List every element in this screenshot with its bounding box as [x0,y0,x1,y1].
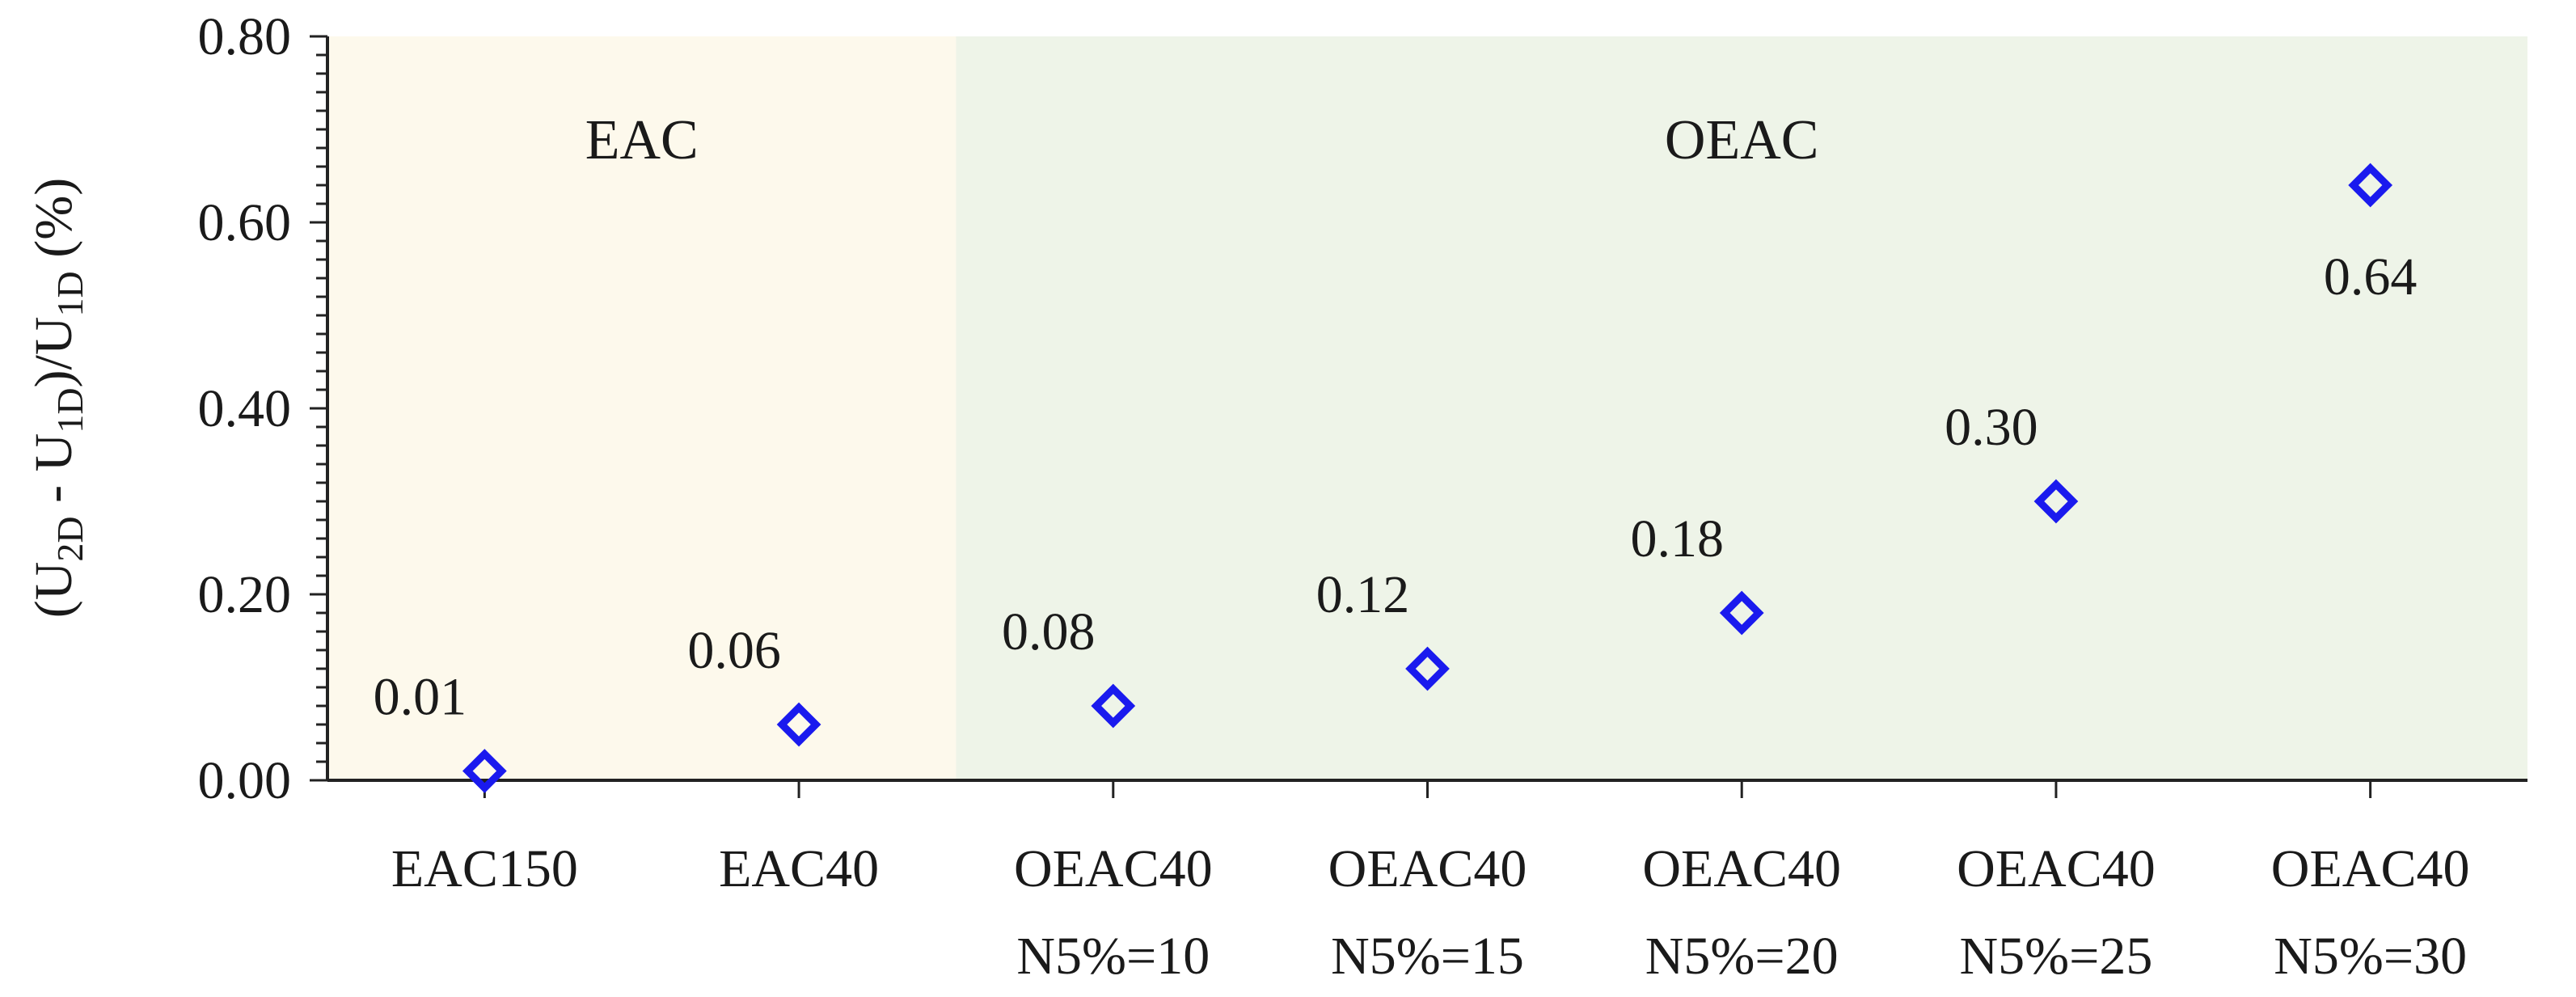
y-tick-label: 0.20 [198,565,292,624]
data-point [2348,163,2393,208]
x-category-label: N5%=15 [1331,927,1524,986]
x-axis-categories: EAC150 EAC40 OEAC40 N5%=10 OEAC40 N5%=15 OEAC4… [391,780,2470,986]
data-point [1405,646,1450,691]
y-tick-label: 0.40 [198,379,292,438]
region-label-eac: EAC [585,109,699,171]
x-category-label: N5%=25 [1959,927,2152,986]
y-tick-label: 0.60 [198,193,292,252]
data-label: 0.30 [1945,398,2038,457]
data-point [1091,683,1136,729]
data-label: 0.12 [1316,565,1410,624]
region-bg-eac [327,36,956,780]
y-axis-label-sub3: 1D [49,271,91,316]
x-category-label: OEAC40 [1328,839,1527,898]
x-category-label: EAC40 [719,839,879,898]
y-axis-ticks: 0.00 0.20 0.40 0.60 0.80 [198,7,327,810]
x-category-label: EAC150 [391,839,578,898]
x-category-label: OEAC40 [2271,839,2470,898]
x-category-label: OEAC40 [1642,839,1841,898]
data-label: 0.08 [1002,602,1096,661]
x-category-label: N5%=10 [1016,927,1210,986]
data-labels: 0.01 0.06 0.08 0.12 0.18 0.30 0.64 [374,247,2418,727]
data-point [462,749,507,793]
x-category-label: N5%=20 [1645,927,1839,986]
region-label-oeac: OEAC [1665,109,1819,171]
x-category-label: N5%=30 [2274,927,2467,986]
y-tick-label: 0.00 [198,751,292,810]
data-label: 0.01 [374,668,467,727]
y-axis-label-sub2: 1D [49,387,91,433]
y-axis-label-sub1: 2D [49,516,91,561]
data-points [462,163,2393,793]
x-category-label: OEAC40 [1957,839,2156,898]
y-axis-label-mid: - U [24,433,83,517]
region-backgrounds: EAC OEAC [327,36,2527,780]
data-point [2033,479,2079,524]
y-axis-label-close: )/U [24,316,83,387]
data-point [1719,590,1764,636]
data-label: 0.18 [1630,509,1724,568]
data-label: 0.64 [2324,247,2418,306]
x-category-label: OEAC40 [1014,839,1213,898]
data-label: 0.06 [687,621,781,680]
y-axis-label-open: (U [24,562,83,619]
region-bg-oeac [956,36,2527,780]
y-tick-label: 0.80 [198,7,292,66]
data-point [776,702,821,747]
y-axis-label-unit: (%) [24,178,83,271]
y-axis-label: (U2D - U1D)/U1D (%) [24,178,91,618]
